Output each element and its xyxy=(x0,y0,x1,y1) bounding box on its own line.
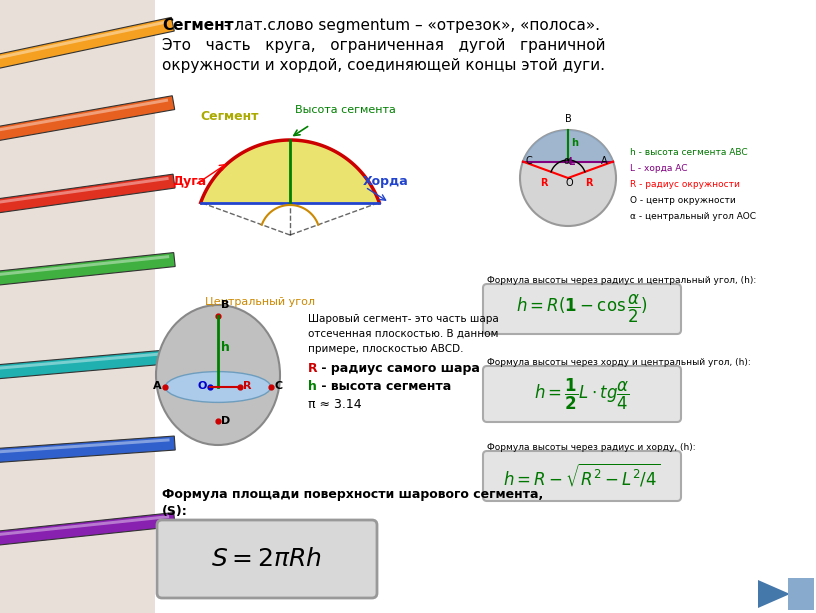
Polygon shape xyxy=(0,255,169,278)
Polygon shape xyxy=(0,17,175,72)
Text: Формула площади поверхности шарового сегмента,: Формула площади поверхности шарового сег… xyxy=(162,488,543,501)
Text: Высота сегмента: Высота сегмента xyxy=(295,105,396,115)
Text: R - радиус окружности: R - радиус окружности xyxy=(630,180,740,189)
Text: (S):: (S): xyxy=(162,505,188,518)
Polygon shape xyxy=(523,130,613,162)
Ellipse shape xyxy=(156,305,280,445)
Text: R: R xyxy=(243,381,251,391)
Text: h: h xyxy=(571,138,578,148)
Text: $h = \dfrac{\mathbf{1}}{\mathbf{2}}L \cdot tg\dfrac{\alpha}{4}$: $h = \dfrac{\mathbf{1}}{\mathbf{2}}L \cd… xyxy=(534,376,630,411)
Polygon shape xyxy=(0,436,175,464)
Text: отсеченная плоскостью. В данном: отсеченная плоскостью. В данном xyxy=(308,329,499,339)
FancyBboxPatch shape xyxy=(157,520,377,598)
Text: - лат.слово segmentum – «отрезок», «полоса».: - лат.слово segmentum – «отрезок», «поло… xyxy=(219,18,600,33)
Polygon shape xyxy=(0,512,175,547)
Text: B: B xyxy=(221,300,229,310)
Polygon shape xyxy=(0,174,175,216)
Text: Дуга: Дуга xyxy=(172,175,206,188)
Text: Центральный угол: Центральный угол xyxy=(205,297,315,307)
Text: Формула высоты через хорду и центральный угол, (h):: Формула высоты через хорду и центральный… xyxy=(487,358,751,367)
Text: Формула высоты через радиус и хорду, (h):: Формула высоты через радиус и хорду, (h)… xyxy=(487,443,695,452)
Text: O: O xyxy=(198,381,207,391)
FancyBboxPatch shape xyxy=(483,366,681,422)
Polygon shape xyxy=(0,99,168,134)
Text: B: B xyxy=(565,114,572,124)
Polygon shape xyxy=(0,253,175,287)
Text: α - центральный угол AOC: α - центральный угол AOC xyxy=(630,212,756,221)
Text: O - центр окружности: O - центр окружности xyxy=(630,196,736,205)
Polygon shape xyxy=(0,20,167,63)
Polygon shape xyxy=(0,438,170,455)
Polygon shape xyxy=(0,177,169,206)
Text: π ≈ 3.14: π ≈ 3.14 xyxy=(308,398,361,411)
Text: C: C xyxy=(275,381,283,391)
Text: Формула высоты через радиус и центральный угол, (h):: Формула высоты через радиус и центральны… xyxy=(487,276,756,285)
Text: - высота сегмента: - высота сегмента xyxy=(317,380,451,393)
Polygon shape xyxy=(201,140,379,202)
Text: A: A xyxy=(601,156,608,166)
Text: окружности и хордой, соединяющей концы этой дуги.: окружности и хордой, соединяющей концы э… xyxy=(162,58,605,73)
Text: - радиус самого шара: - радиус самого шара xyxy=(317,362,480,375)
Text: R: R xyxy=(540,178,548,188)
Text: D: D xyxy=(221,416,230,427)
FancyBboxPatch shape xyxy=(0,0,155,613)
Text: α: α xyxy=(564,156,570,166)
Polygon shape xyxy=(758,580,790,608)
Text: L: L xyxy=(568,156,574,167)
Text: $h = R(\mathbf{1} - \cos\dfrac{\alpha}{2})$: $h = R(\mathbf{1} - \cos\dfrac{\alpha}{2… xyxy=(517,293,648,325)
Text: R: R xyxy=(308,362,317,375)
Polygon shape xyxy=(0,349,175,381)
Text: Сегмент: Сегмент xyxy=(200,110,259,123)
FancyBboxPatch shape xyxy=(483,284,681,334)
FancyBboxPatch shape xyxy=(155,0,816,613)
Text: $S = 2\pi Rh$: $S = 2\pi Rh$ xyxy=(211,547,322,571)
Circle shape xyxy=(520,130,616,226)
Text: C: C xyxy=(526,156,533,166)
Ellipse shape xyxy=(166,371,271,402)
Text: Шаровый сегмент- это часть шара: Шаровый сегмент- это часть шара xyxy=(308,314,499,324)
FancyBboxPatch shape xyxy=(483,451,681,501)
Text: h - высота сегмента ABC: h - высота сегмента ABC xyxy=(630,148,747,157)
Text: h: h xyxy=(308,380,317,393)
FancyBboxPatch shape xyxy=(788,578,814,610)
Text: Это   часть   круга,   ограниченная   дугой   граничной: Это часть круга, ограниченная дугой гран… xyxy=(162,38,605,53)
Text: L - хорда AC: L - хорда AC xyxy=(630,164,688,173)
Polygon shape xyxy=(0,515,169,538)
Text: $h = R - \sqrt{R^2 - L^2/4}$: $h = R - \sqrt{R^2 - L^2/4}$ xyxy=(503,462,661,490)
Text: Сегмент: Сегмент xyxy=(162,18,233,33)
Polygon shape xyxy=(0,96,175,144)
Text: примере, плоскостью ABCD.: примере, плоскостью ABCD. xyxy=(308,344,463,354)
Text: Хорда: Хорда xyxy=(363,175,409,188)
Text: O: O xyxy=(565,178,573,188)
Text: h: h xyxy=(221,341,230,354)
Polygon shape xyxy=(0,352,170,371)
Text: R: R xyxy=(585,178,592,188)
Text: A: A xyxy=(153,381,162,391)
